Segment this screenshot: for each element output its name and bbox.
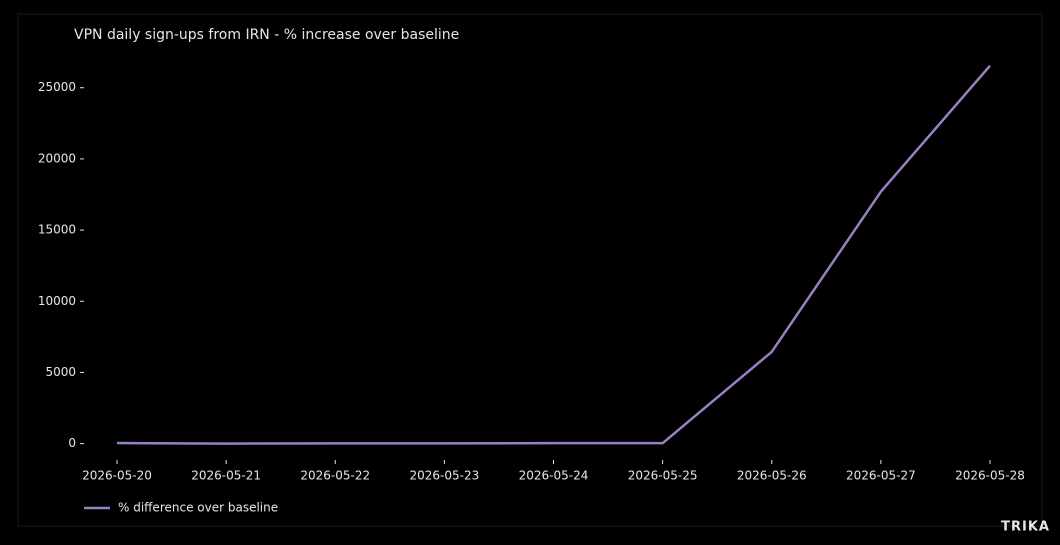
x-tick-label: 2026-05-20 — [82, 469, 152, 483]
x-tick-label: 2026-05-22 — [300, 469, 370, 483]
x-tick-label: 2026-05-24 — [519, 469, 589, 483]
y-tick-label: 25000 — [38, 80, 76, 94]
x-tick-label: 2026-05-23 — [410, 469, 480, 483]
x-tick-label: 2026-05-21 — [191, 469, 261, 483]
data-line — [116, 64, 991, 445]
y-tick-label: 0 — [68, 436, 76, 450]
y-tick-label: 20000 — [38, 151, 76, 165]
watermark: TRIKA — [1001, 520, 1050, 535]
x-tick-label: 2026-05-26 — [737, 469, 807, 483]
y-tick-label: 5000 — [45, 365, 76, 379]
y-tick-label: 15000 — [38, 223, 76, 237]
y-tick-label: 10000 — [38, 294, 76, 308]
x-tick-label: 2026-05-25 — [628, 469, 698, 483]
x-tick-label: 2026-05-27 — [846, 469, 916, 483]
legend-label: % difference over baseline — [118, 501, 278, 515]
chart-title: VPN daily sign-ups from IRN - % increase… — [74, 27, 459, 43]
x-tick-label: 2026-05-28 — [955, 469, 1025, 483]
figure-frame — [17, 13, 1043, 527]
